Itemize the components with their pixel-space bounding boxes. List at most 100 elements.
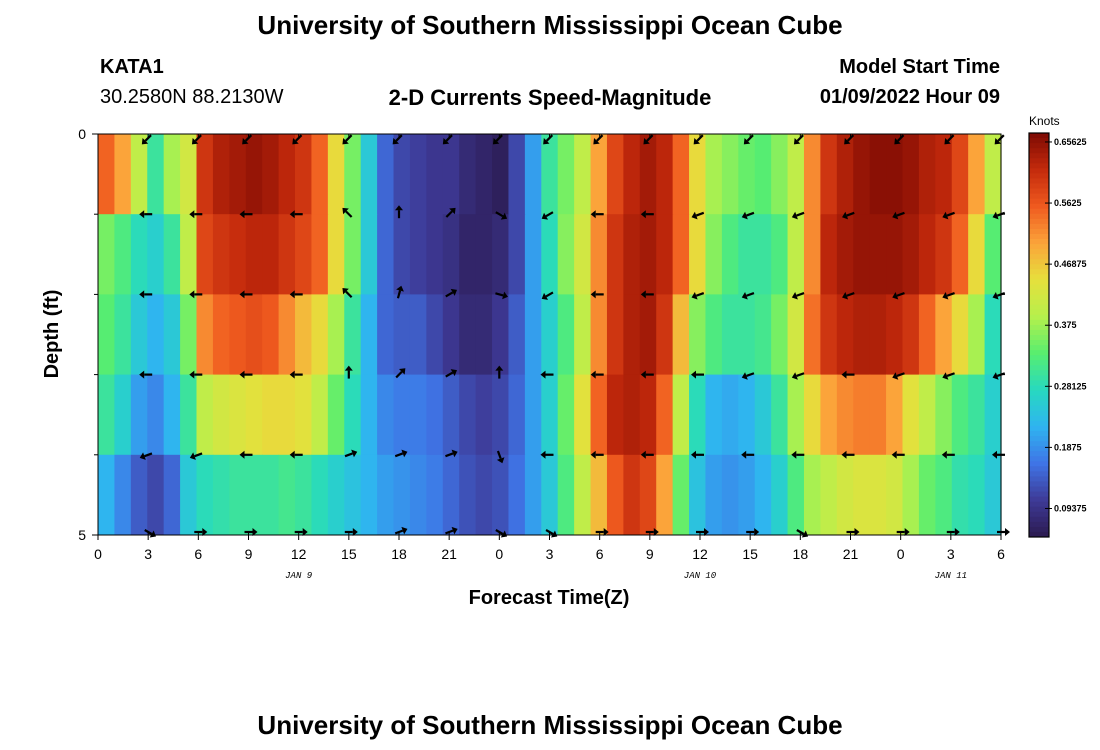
current-arrow: [396, 285, 404, 299]
heatmap-cell: [508, 214, 526, 295]
date-label: JAN 9: [285, 571, 313, 581]
colorbar-segment: [1029, 380, 1049, 386]
colorbar-segment: [1029, 218, 1049, 225]
heatmap-cell: [771, 134, 789, 215]
heatmap-cell: [705, 294, 723, 375]
heatmap-cell: [409, 134, 427, 215]
heatmap-cell: [344, 454, 362, 536]
heatmap-cell: [574, 134, 592, 215]
heatmap-cell: [771, 374, 789, 456]
heatmap-cell: [639, 134, 657, 215]
colorbar-segment: [1029, 163, 1049, 169]
heatmap-cell: [918, 294, 936, 375]
heatmap-cell: [623, 294, 641, 375]
heatmap-cell: [754, 374, 772, 456]
y-axis: 05: [78, 126, 1005, 543]
colorbar-segment: [1029, 188, 1049, 195]
heatmap-cells: [98, 134, 1002, 536]
x-axis: 0 3 6 9 12 15 18 21 0 3 6 9 12 15 18 21 0 3 6 JAN 9 JAN 10 JA…: [94, 134, 1005, 581]
heatmap-cell: [492, 374, 510, 456]
heatmap-cell: [820, 134, 838, 215]
heatmap-cell: [935, 454, 953, 536]
colorbar-tick-label: 0.46875: [1054, 259, 1087, 269]
heatmap-cell: [180, 294, 198, 375]
current-arrow: [139, 290, 153, 299]
heatmap-cell: [574, 374, 592, 456]
heatmap-cell: [968, 294, 986, 375]
x-tick-label: 9: [245, 546, 253, 562]
current-arrow: [892, 211, 905, 220]
x-tick-label: 15: [742, 546, 758, 562]
heatmap-cell: [935, 214, 953, 295]
x-axis-label: Forecast Time(Z): [469, 587, 630, 609]
x-tick-label: 21: [843, 546, 859, 562]
colorbar-segment: [1029, 239, 1049, 245]
heatmap-cell: [606, 294, 624, 375]
heatmap-cell: [853, 294, 871, 375]
x-tick-label: 0: [94, 546, 102, 562]
heatmap-cell: [672, 454, 690, 536]
heatmap-cell: [245, 294, 263, 375]
x-tick-label: 6: [997, 546, 1005, 562]
colorbar-segment: [1029, 526, 1049, 533]
x-tick-label: 9: [646, 546, 654, 562]
current-arrow: [445, 288, 457, 298]
heatmap-cell: [623, 214, 641, 295]
heatmap-cell: [738, 134, 756, 215]
heatmap-cell: [344, 374, 362, 456]
colorbar-segment: [1029, 340, 1049, 346]
heatmap-cell: [886, 294, 904, 375]
heatmap-cell: [98, 374, 116, 456]
heatmap-cell: [590, 454, 608, 536]
colorbar-segment: [1029, 158, 1049, 164]
heatmap-cell: [426, 294, 444, 375]
x-tick-label: 21: [441, 546, 457, 562]
heatmap-cell: [327, 294, 345, 375]
heatmap-cell: [836, 454, 854, 536]
current-arrow: [239, 210, 253, 219]
colorbar-segment: [1029, 294, 1049, 301]
colorbar-segment: [1029, 335, 1049, 341]
heatmap-cell: [459, 294, 477, 375]
colorbar-segment: [1029, 234, 1049, 240]
heatmap-cell: [98, 214, 116, 295]
heatmap-cell: [524, 134, 542, 215]
heatmap-cell: [557, 134, 575, 215]
heatmap-cell: [754, 294, 772, 375]
heatmap-cell: [656, 134, 674, 215]
colorbar-segment: [1029, 213, 1049, 220]
heatmap-cell: [278, 454, 296, 536]
heatmap-cell: [787, 454, 805, 536]
colorbar-segment: [1029, 284, 1049, 291]
heatmap-cell: [689, 454, 707, 536]
current-arrow: [590, 290, 604, 299]
heatmap-cell: [278, 134, 296, 215]
heatmap-cell: [212, 454, 230, 536]
current-arrow: [189, 452, 203, 460]
heatmap-cell: [869, 374, 887, 456]
heatmap-cell: [820, 454, 838, 536]
heatmap-cell: [327, 454, 345, 536]
heatmap-cell: [886, 214, 904, 295]
heatmap-cell: [557, 374, 575, 456]
current-arrow: [741, 450, 755, 459]
heatmap-cell: [344, 214, 362, 295]
heatmap-cell: [409, 374, 427, 456]
heatmap-cell: [902, 134, 920, 215]
heatmap-cell: [639, 374, 657, 456]
heatmap-cell: [196, 134, 214, 215]
heatmap-cell: [902, 214, 920, 295]
heatmap-cell: [311, 134, 329, 215]
colorbar-segment: [1029, 516, 1049, 523]
heatmap-cell: [409, 214, 427, 295]
colorbar-segment: [1029, 304, 1049, 311]
heatmap-cell: [721, 454, 739, 536]
colorbar-segment: [1029, 521, 1049, 528]
heatmap-cell: [459, 374, 477, 456]
current-arrow: [189, 370, 203, 379]
heatmap-cell: [508, 454, 526, 536]
colorbar-tick-label: 0.375: [1054, 320, 1077, 330]
heatmap-cell: [886, 454, 904, 536]
heatmap-cell: [426, 374, 444, 456]
heatmap-cell: [705, 134, 723, 215]
